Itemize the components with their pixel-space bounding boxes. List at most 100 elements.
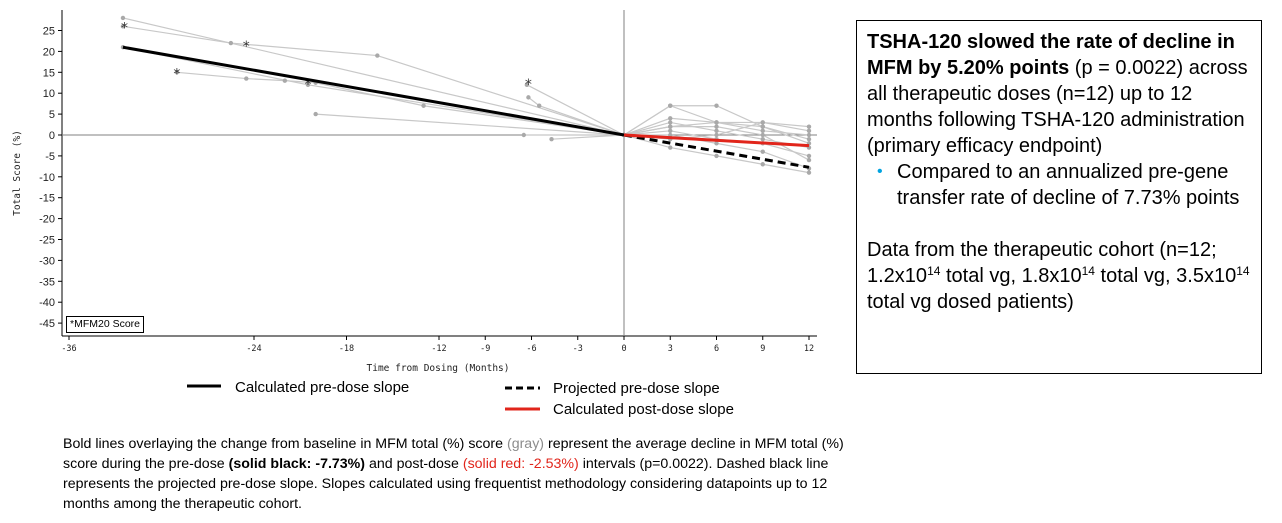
patient-point [806, 128, 812, 134]
y-tick-label: -45 [39, 318, 55, 330]
data-note-text-1: Data from the therapeutic cohort (n=12; … [867, 239, 1217, 287]
patient-point [244, 76, 249, 81]
y-axis-title: Total Score (%) [12, 130, 23, 216]
patient-point [714, 153, 719, 159]
headline: TSHA-120 slowed the rate of decline in M… [867, 29, 1253, 159]
y-tick-label: 15 [43, 67, 55, 79]
patient-line [122, 17, 810, 149]
patient-point [668, 128, 673, 134]
patient-point [714, 120, 719, 125]
y-tick-label: 10 [43, 88, 55, 100]
patient-point [421, 103, 426, 108]
data-note-text-3: total vg, 3.5x10 [1094, 265, 1237, 287]
caption-black-slope: (solid black: -7.73%) [228, 456, 366, 472]
y-tick-label: 5 [49, 109, 55, 121]
patient-point [375, 53, 380, 58]
bullet-text: Compared to an annualized pre-gene trans… [897, 161, 1240, 209]
legend-label-post-dose: Calculated post-dose slope [553, 401, 734, 418]
patient-point [282, 78, 288, 83]
patient-point [714, 128, 719, 134]
post-dose-slope-line [623, 133, 810, 148]
y-tick-label: -5 [45, 151, 55, 163]
patient-point [668, 103, 673, 108]
x-tick-label: 6 [714, 344, 719, 354]
patient-point [174, 70, 180, 75]
x-tick-label: -9 [480, 344, 490, 354]
x-tick-label: 9 [760, 344, 765, 354]
caption-text-2: represent the average decline in MFM tot… [63, 436, 844, 472]
patient-point [526, 95, 531, 100]
caption-text-4: intervals (p=0.0022). Dashed black line … [63, 456, 829, 512]
key-findings-box: TSHA-120 slowed the rate of decline in M… [856, 20, 1262, 374]
patient-point [228, 40, 234, 46]
patient-point [806, 136, 812, 142]
y-tick-label: 0 [49, 130, 55, 142]
patient-point [668, 145, 673, 150]
x-tick-label: -36 [61, 344, 76, 354]
caption-red-slope: (solid red: -2.53%) [462, 456, 579, 472]
data-note-text-4: total vg dosed patients) [867, 291, 1074, 313]
data-note: Data from the therapeutic cohort (n=12; … [867, 237, 1253, 315]
pre-dose-slope-line [122, 45, 625, 137]
patient-point [120, 24, 126, 29]
legend: Calculated pre-dose slope Projected pre-… [187, 379, 734, 418]
patient-line [523, 126, 810, 161]
y-tick-label: -10 [39, 172, 55, 184]
patient-point [760, 132, 765, 138]
x-axis-title: Time from Dosing (Months) [367, 363, 510, 374]
patient-point [760, 128, 765, 134]
patient-line [526, 84, 810, 174]
patient-point [806, 132, 812, 138]
patient-point [760, 136, 765, 142]
data-note-text-2: total vg, 1.8x10 [940, 265, 1082, 287]
bullet-item: • Compared to an annualized pre-gene tran… [867, 159, 1253, 211]
caption-text-3: and post-dose [365, 456, 463, 472]
y-tick-label: -40 [39, 297, 55, 309]
x-tick-label: -18 [339, 344, 354, 354]
x-tick-label: -24 [246, 344, 261, 354]
projected-slope-line [623, 133, 810, 169]
x-tick-label: -6 [526, 344, 536, 354]
patient-point [549, 136, 554, 142]
headline-rest: (p = 0.0022) across all therapeutic dose… [867, 57, 1248, 157]
mfm20-asterisk: * [121, 20, 128, 36]
mfm20-asterisk: * [304, 77, 311, 93]
headline-bold: TSHA-120 slowed the rate of decline in M… [867, 31, 1235, 79]
patient-point [305, 82, 311, 88]
mfm20-asterisk: * [173, 66, 180, 82]
caption-text-1: Bold lines overlaying the change from ba… [63, 436, 507, 452]
patient-point [714, 141, 719, 146]
mfm20-asterisk: * [525, 77, 532, 93]
y-tick-label: -25 [39, 235, 55, 247]
patient-line [176, 71, 810, 140]
patient-point [760, 120, 765, 125]
patient-point [714, 124, 719, 129]
exponent-2: 14 [1081, 264, 1095, 278]
exponent-1: 14 [927, 264, 941, 278]
patient-point [714, 132, 719, 138]
patient-point [668, 120, 673, 125]
patient-point [668, 116, 673, 121]
patient-point [760, 124, 765, 129]
x-tick-label: -12 [431, 344, 446, 354]
figure-caption: Bold lines overlaying the change from ba… [63, 434, 863, 514]
patient-point [806, 124, 812, 129]
patient-point [668, 124, 673, 129]
patient-line [315, 113, 810, 157]
patient-point [524, 82, 530, 88]
patient-point [760, 149, 765, 154]
y-tick-label: 20 [43, 46, 55, 58]
y-tick-label: -35 [39, 276, 55, 288]
legend-label-projected: Projected pre-dose slope [553, 380, 720, 397]
y-tick-label: -20 [39, 214, 55, 226]
exponent-3: 14 [1236, 264, 1250, 278]
patient-point [120, 15, 126, 21]
x-tick-label: 0 [621, 344, 626, 354]
patient-line [122, 25, 810, 144]
caption-gray-label: (gray) [506, 436, 545, 452]
x-tick-label: -3 [573, 344, 583, 354]
patient-point [806, 170, 812, 175]
chart-note: *MFM20 Score [66, 316, 145, 333]
patient-point [806, 153, 812, 159]
